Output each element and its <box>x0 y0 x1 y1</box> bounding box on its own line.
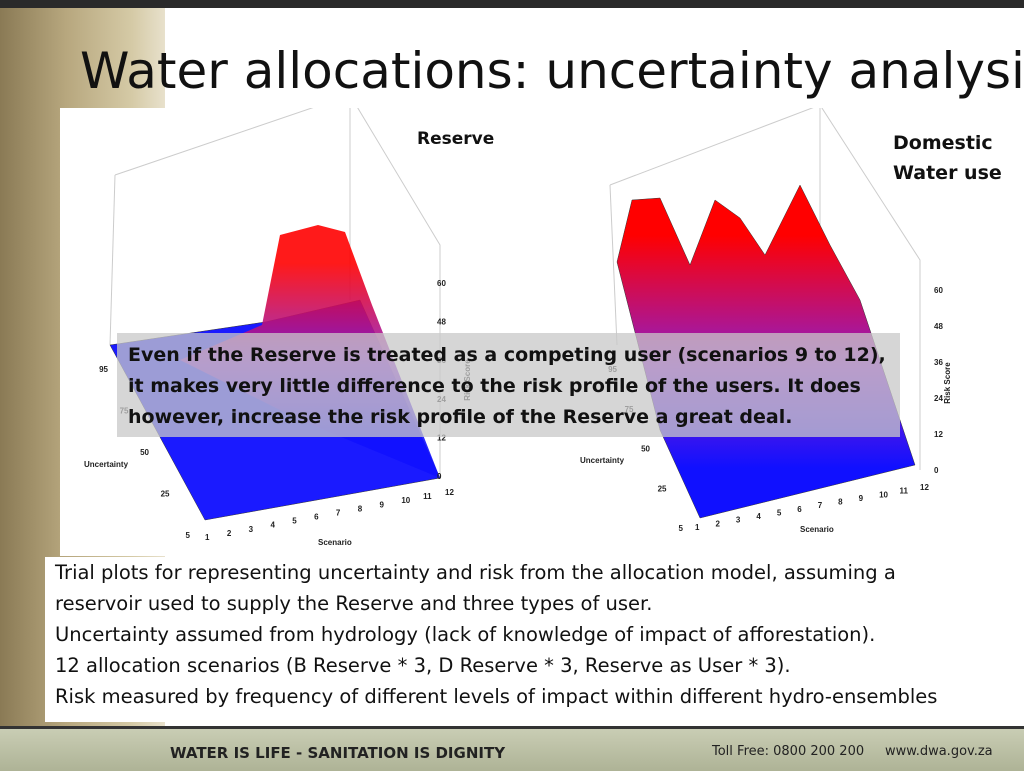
axis-text: 9 <box>859 494 864 503</box>
axis-text: 2 <box>715 519 720 528</box>
axis-text: 0 <box>437 472 442 481</box>
notes: Trial plots for representing uncertainty… <box>45 557 1000 722</box>
axis-text: 0 <box>934 466 939 475</box>
axis-text: 5 <box>777 508 782 517</box>
axis-text: 48 <box>934 322 943 331</box>
note-line: Uncertainty assumed from hydrology (lack… <box>55 623 876 646</box>
axis-text: 10 <box>401 496 410 505</box>
axis-text: 12 <box>920 483 929 492</box>
note-line: 12 allocation scenarios (B Reserve * 3, … <box>55 654 791 677</box>
note-line: Trial plots for representing uncertainty… <box>55 561 896 584</box>
callout-box <box>117 333 900 437</box>
axis-text: 12 <box>445 488 454 497</box>
axis-text: 5 <box>679 524 684 533</box>
axis-text: 60 <box>934 286 943 295</box>
axis-text: 60 <box>437 279 446 288</box>
axis-text: Risk Score <box>943 362 952 404</box>
axis-text: 12 <box>437 433 446 442</box>
axis-text: 5 <box>292 517 297 526</box>
axis-text: 1 <box>205 533 210 542</box>
plot-image: 01224364860525507595123456789101112Risk … <box>60 108 1024 556</box>
axis-text: 24 <box>934 394 943 403</box>
axis-text: 25 <box>658 484 667 493</box>
axis-text: 6 <box>314 513 319 522</box>
footer-web: www.dwa.gov.za <box>885 744 993 759</box>
axis-text: 8 <box>358 504 363 513</box>
axis-text: 7 <box>818 501 823 510</box>
axis-text: 95 <box>99 365 108 374</box>
axis-text: 12 <box>934 430 943 439</box>
note-line: Risk measured by frequency of different … <box>55 685 938 708</box>
footer-slogan: WATER IS LIFE - SANITATION IS DIGNITY <box>170 744 506 762</box>
axis-text: 50 <box>140 448 149 457</box>
axis-text: 4 <box>270 521 275 530</box>
axis-text: 25 <box>161 490 170 499</box>
plot-label: Reserve <box>417 129 495 149</box>
axis-text: 48 <box>437 318 446 327</box>
top-bar <box>0 0 1024 8</box>
axis-text: 11 <box>900 487 909 496</box>
callout-text: Even if the Reserve is treated as a comp… <box>128 344 886 428</box>
footer: WATER IS LIFE - SANITATION IS DIGNITY To… <box>0 726 1024 771</box>
axis-text: 4 <box>756 512 761 521</box>
axis-text: Uncertainty <box>84 460 129 469</box>
footer-phone: Toll Free: 0800 200 200 <box>712 744 865 759</box>
axis-text: Uncertainty <box>580 456 625 465</box>
axis-text: 3 <box>736 516 741 525</box>
axis-text: Scenario <box>318 538 352 547</box>
plot-label: Domestic Water use <box>893 132 1002 184</box>
axis-text: 9 <box>380 500 385 509</box>
axis-text: Scenario <box>800 525 834 534</box>
axis-text: 36 <box>934 358 943 367</box>
axis-text: 5 <box>186 531 191 540</box>
axis-text: 2 <box>227 529 232 538</box>
axis-text: 7 <box>336 508 341 517</box>
axis-text: 10 <box>879 490 888 499</box>
axis-text: 8 <box>838 498 843 507</box>
axis-text: 6 <box>797 505 802 514</box>
note-line: reservoir used to supply the Reserve and… <box>55 592 653 615</box>
axis-text: 3 <box>249 525 254 534</box>
axis-text: 50 <box>641 445 650 454</box>
axis-text: 1 <box>695 523 700 532</box>
slide-title: Water allocations: uncertainty analysis <box>80 42 1024 100</box>
axis-text: 11 <box>423 492 432 501</box>
